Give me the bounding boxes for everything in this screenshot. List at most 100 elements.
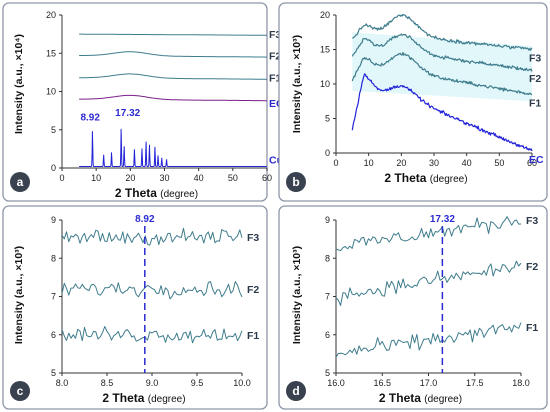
y-tick-label: 5 xyxy=(51,125,56,135)
y-tick-label: 5 xyxy=(325,114,330,124)
panel-c: 8.0 8.5 9.0 9.5 10.0 5 6 7 8 9 2 Theta (degree) Int… xyxy=(2,205,268,410)
y-tick-label: 5 xyxy=(325,368,330,378)
panel-badge xyxy=(286,381,306,401)
series-line-f2 xyxy=(61,281,243,300)
series-label-f2: F2 xyxy=(529,73,541,85)
x-tick-label: 9.0 xyxy=(146,378,159,388)
y-tick-label: 0 xyxy=(325,148,330,158)
series-line-f3 xyxy=(335,216,522,252)
series-line-f1 xyxy=(351,51,533,96)
series-label-f2: F2 xyxy=(526,261,538,273)
shaded-band xyxy=(352,32,532,102)
x-tick-label: 8.0 xyxy=(56,378,69,388)
x-tick-label: 18.0 xyxy=(512,378,530,388)
y-axis-title: Intensity (a.u., ×10³) xyxy=(291,246,303,344)
panel-a: 0 10 20 30 40 50 60 0 5 10 15 20 2 Theta (degree) Int… xyxy=(2,2,287,202)
series-label-f1: F1 xyxy=(529,97,541,109)
panel-letter: d xyxy=(292,384,299,398)
x-tick-label: 16.5 xyxy=(373,378,391,388)
y-tick-label: 7 xyxy=(325,292,330,302)
series-line-f2 xyxy=(335,260,522,306)
series-label-f1: F1 xyxy=(526,322,538,334)
y-tick-label: 20 xyxy=(46,10,56,20)
series-line-ec xyxy=(351,73,533,152)
y-tick-label: 15 xyxy=(320,45,330,55)
series-line-ec xyxy=(79,94,267,102)
x-tick-label: 40 xyxy=(194,173,204,183)
x-axis-title: 2 Theta (degree) xyxy=(384,171,467,185)
series-label-f1: F1 xyxy=(247,330,259,342)
x-tick-label: 60 xyxy=(262,173,272,183)
x-tick-label: 16.0 xyxy=(327,378,345,388)
series-line-f1 xyxy=(61,326,243,344)
panel-badge xyxy=(10,172,30,192)
panel-letter: c xyxy=(17,384,24,398)
series-label-f3: F3 xyxy=(269,29,281,41)
x-axis-title: 2 Theta (degree) xyxy=(379,391,462,405)
x-tick-label: 30 xyxy=(159,173,169,183)
series-line-f2 xyxy=(351,33,533,72)
x-tick-label: 50 xyxy=(228,173,238,183)
x-tick-label: 9.5 xyxy=(191,378,204,388)
x-tick-label: 10 xyxy=(364,158,374,168)
peak-annotation: 17.32 xyxy=(115,108,140,119)
x-tick-label: 10.0 xyxy=(233,378,251,388)
y-tick-label: 9 xyxy=(325,215,330,225)
y-tick-label: 7 xyxy=(51,292,56,302)
series-label-f2: F2 xyxy=(247,284,259,296)
y-tick-label: 6 xyxy=(325,330,330,340)
x-tick-label: 60 xyxy=(527,158,537,168)
y-tick-label: 5 xyxy=(51,368,56,378)
y-axis-title: Intensity (a.u., ×10³) xyxy=(291,35,303,133)
x-tick-label: 50 xyxy=(494,158,504,168)
y-tick-label: 10 xyxy=(46,87,56,97)
series-line-f1 xyxy=(79,73,268,80)
x-tick-label: 17.0 xyxy=(420,378,438,388)
panel-letter: a xyxy=(17,175,24,189)
panel-frame xyxy=(2,205,268,410)
x-tick-label: 17.5 xyxy=(466,378,484,388)
y-tick-label: 8 xyxy=(325,253,330,263)
y-tick-label: 10 xyxy=(320,79,330,89)
y-axis-title: Intensity (a.u., ×10⁴) xyxy=(13,34,25,134)
y-tick-label: 0 xyxy=(51,163,56,173)
series-line-f3 xyxy=(61,227,243,246)
marker-label: 8.92 xyxy=(135,214,155,225)
panel-d: 16.0 16.5 17.0 17.5 18.0 5 6 7 8 9 2 Theta (degree… xyxy=(278,205,548,410)
panel-badge xyxy=(286,172,306,192)
x-tick-label: 0 xyxy=(59,173,64,183)
x-tick-label: 30 xyxy=(429,158,439,168)
x-axis-title: 2 Theta (degree) xyxy=(115,186,198,200)
x-tick-label: 8.5 xyxy=(101,378,114,388)
marker-label: 17.32 xyxy=(430,214,455,225)
series-label-ec: EC xyxy=(529,154,544,166)
x-axis-title: 2 Theta (degree) xyxy=(102,391,185,405)
x-tick-label: 10 xyxy=(91,173,101,183)
series-line-cur xyxy=(78,128,267,167)
series-label-f3: F3 xyxy=(526,215,538,227)
y-tick-label: 20 xyxy=(320,10,330,20)
peak-annotation: 8.92 xyxy=(80,113,100,124)
y-tick-label: 8 xyxy=(51,253,56,263)
series-line-f3 xyxy=(352,13,533,51)
x-tick-label: 0 xyxy=(333,158,338,168)
series-label-f3: F3 xyxy=(529,53,541,65)
y-tick-label: 6 xyxy=(51,330,56,340)
panel-letter: b xyxy=(292,175,299,189)
series-line-f3 xyxy=(79,33,267,36)
series-label-f2: F2 xyxy=(269,51,281,63)
panel-frame xyxy=(278,205,548,410)
x-tick-label: 40 xyxy=(462,158,472,168)
panel-frame xyxy=(2,2,268,202)
y-tick-label: 15 xyxy=(46,48,56,58)
y-tick-label: 9 xyxy=(51,215,56,225)
panel-badge xyxy=(10,381,30,401)
x-tick-label: 20 xyxy=(396,158,406,168)
series-line-f2 xyxy=(79,51,267,58)
x-tick-label: 20 xyxy=(125,173,135,183)
series-line-f1 xyxy=(335,322,522,358)
series-label-f1: F1 xyxy=(269,73,281,85)
series-label-f3: F3 xyxy=(247,232,259,244)
y-axis-title: Intensity (a.u., ×10³) xyxy=(13,246,25,344)
